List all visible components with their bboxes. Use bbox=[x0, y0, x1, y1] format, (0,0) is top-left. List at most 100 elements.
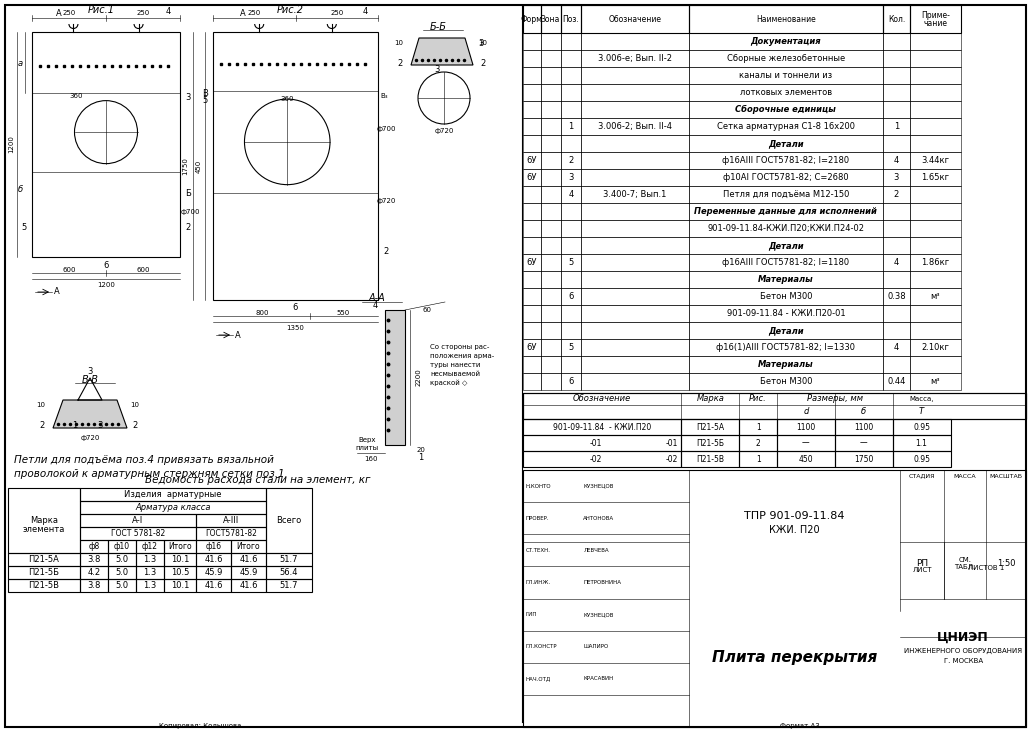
Text: ПЕТРОВНИНА: ПЕТРОВНИНА bbox=[584, 580, 622, 585]
Text: 3: 3 bbox=[894, 173, 899, 182]
Polygon shape bbox=[53, 400, 127, 428]
Text: Материалы: Материалы bbox=[758, 275, 813, 284]
Text: ЦНИЭП: ЦНИЭП bbox=[937, 630, 989, 643]
Bar bbox=[540, 339, 561, 356]
Bar bbox=[681, 435, 739, 451]
Bar bbox=[689, 101, 883, 118]
Bar bbox=[80, 488, 266, 501]
Text: 3: 3 bbox=[434, 65, 439, 75]
Bar bbox=[8, 488, 80, 553]
Text: -02: -02 bbox=[666, 455, 678, 463]
Text: d: d bbox=[803, 407, 808, 417]
Bar bbox=[910, 33, 961, 50]
Text: ф10: ф10 bbox=[114, 542, 130, 551]
Bar bbox=[893, 419, 951, 435]
Text: ф720: ф720 bbox=[80, 435, 100, 441]
Text: 4: 4 bbox=[372, 302, 377, 310]
Bar bbox=[80, 579, 108, 592]
Bar bbox=[523, 33, 540, 50]
Bar bbox=[689, 33, 883, 50]
Text: 0.44: 0.44 bbox=[888, 377, 905, 386]
Bar bbox=[540, 84, 561, 101]
Text: -01: -01 bbox=[590, 438, 602, 447]
Text: 10: 10 bbox=[478, 40, 488, 46]
Bar bbox=[910, 271, 961, 288]
Text: 3.44кг: 3.44кг bbox=[922, 156, 950, 165]
Text: ф10АI ГОСТ5781-82; С=2680: ф10АI ГОСТ5781-82; С=2680 bbox=[723, 173, 849, 182]
Bar bbox=[108, 540, 136, 553]
Bar bbox=[561, 339, 580, 356]
Text: 901-09-11.84 - КЖИ.П20-01: 901-09-11.84 - КЖИ.П20-01 bbox=[727, 309, 845, 318]
Text: 1.86кг: 1.86кг bbox=[922, 258, 950, 267]
Text: 1: 1 bbox=[419, 454, 424, 463]
Bar bbox=[580, 169, 689, 186]
Bar bbox=[883, 254, 910, 271]
Bar bbox=[523, 169, 540, 186]
Bar bbox=[540, 237, 561, 254]
Text: 1: 1 bbox=[568, 122, 573, 131]
Bar bbox=[910, 203, 961, 220]
Bar bbox=[580, 237, 689, 254]
Text: 1: 1 bbox=[756, 455, 761, 463]
Text: 41.6: 41.6 bbox=[204, 555, 223, 564]
Bar bbox=[523, 67, 540, 84]
Bar bbox=[883, 237, 910, 254]
Bar bbox=[196, 540, 231, 553]
Bar bbox=[910, 67, 961, 84]
Bar bbox=[689, 5, 883, 33]
Bar bbox=[910, 339, 961, 356]
Bar bbox=[883, 135, 910, 152]
Bar bbox=[689, 271, 883, 288]
Text: 2: 2 bbox=[186, 223, 191, 232]
Text: КУЗНЕЦОВ: КУЗНЕЦОВ bbox=[584, 612, 613, 617]
Bar bbox=[910, 118, 961, 135]
Text: плиты: плиты bbox=[356, 445, 378, 451]
Bar bbox=[883, 339, 910, 356]
Text: А-А: А-А bbox=[369, 293, 386, 303]
Bar bbox=[910, 169, 961, 186]
Bar bbox=[580, 339, 689, 356]
Text: 1100: 1100 bbox=[796, 422, 816, 431]
Text: 41.6: 41.6 bbox=[239, 581, 258, 590]
Text: П21-5А: П21-5А bbox=[29, 555, 60, 564]
Text: 1.3: 1.3 bbox=[143, 581, 157, 590]
Bar bbox=[580, 101, 689, 118]
Bar bbox=[689, 186, 883, 203]
Bar bbox=[196, 566, 231, 579]
Text: ГИП: ГИП bbox=[526, 612, 537, 617]
Text: 56.4: 56.4 bbox=[279, 568, 298, 577]
Bar bbox=[689, 288, 883, 305]
Text: А: А bbox=[235, 331, 241, 340]
Bar bbox=[580, 5, 689, 33]
Bar bbox=[910, 373, 961, 390]
Text: 1: 1 bbox=[756, 422, 761, 431]
Text: ШАПИРО: ШАПИРО bbox=[584, 644, 608, 649]
Text: м³: м³ bbox=[931, 377, 940, 386]
Bar bbox=[777, 451, 835, 467]
Bar bbox=[883, 220, 910, 237]
Text: 3: 3 bbox=[88, 367, 93, 376]
Bar bbox=[540, 288, 561, 305]
Bar bbox=[523, 339, 540, 356]
Text: МАССА: МАССА bbox=[954, 474, 976, 479]
Text: 250: 250 bbox=[247, 10, 261, 16]
Text: 550: 550 bbox=[337, 310, 350, 316]
Text: 1:50: 1:50 bbox=[997, 559, 1016, 568]
Text: 250: 250 bbox=[330, 10, 343, 16]
Bar bbox=[561, 271, 580, 288]
Text: 0.38: 0.38 bbox=[887, 292, 906, 301]
Bar bbox=[777, 435, 835, 451]
Bar bbox=[523, 356, 540, 373]
Bar bbox=[108, 553, 136, 566]
Text: Г. МОСКВА: Г. МОСКВА bbox=[943, 658, 983, 664]
Text: 4: 4 bbox=[166, 7, 171, 17]
Bar bbox=[266, 566, 312, 579]
Text: 250: 250 bbox=[136, 10, 149, 16]
Bar bbox=[80, 553, 108, 566]
Text: Обозначение: Обозначение bbox=[608, 15, 662, 23]
Bar bbox=[523, 451, 681, 467]
Text: 1.3: 1.3 bbox=[143, 568, 157, 577]
Text: каналы и тоннели из: каналы и тоннели из bbox=[739, 71, 832, 80]
Bar bbox=[80, 540, 108, 553]
Bar bbox=[681, 451, 739, 467]
